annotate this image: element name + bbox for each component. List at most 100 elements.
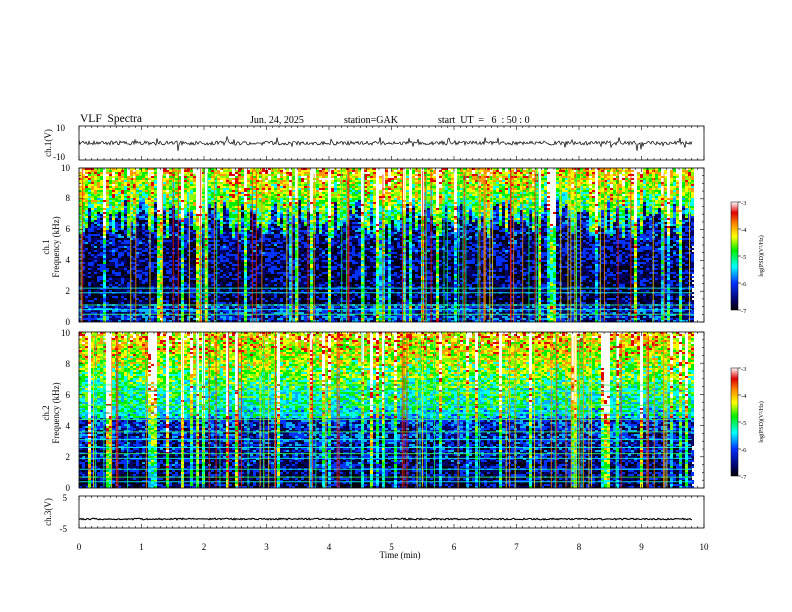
spectrogram-cell (268, 266, 271, 268)
spectrogram-cell (241, 172, 244, 174)
spectrogram-cell (304, 298, 307, 300)
spectrogram-cell (223, 248, 226, 250)
spectrogram-cell (106, 200, 109, 202)
spectrogram-cell (217, 208, 220, 210)
spectrogram-cell (100, 318, 103, 320)
spectrogram-cell (136, 194, 139, 196)
spectrogram-cell (151, 316, 154, 318)
spectrogram-cell (247, 310, 250, 312)
spectrogram-cell (175, 216, 178, 218)
spectrogram-cell (163, 230, 166, 232)
spectrogram-cell (154, 284, 157, 286)
spectrogram-cell (226, 178, 229, 180)
spectrogram-cell (184, 274, 187, 276)
spectrogram-cell (121, 306, 124, 308)
spectrogram-cell (223, 316, 226, 318)
spectrogram-cell (169, 268, 172, 270)
spectrogram-cell (310, 200, 313, 202)
spectrogram-cell (163, 242, 166, 244)
spectrogram-cell (277, 220, 280, 222)
spectrogram-cell (184, 222, 187, 224)
spectrogram-cell (115, 248, 118, 250)
spectrogram-cell (118, 272, 121, 274)
spectrogram-cell (244, 196, 247, 198)
spectrogram-cell (175, 236, 178, 238)
spectrogram-cell (232, 230, 235, 232)
spectrogram-cell (220, 204, 223, 206)
spectrogram-cell (277, 278, 280, 280)
spectrogram-cell (118, 240, 121, 242)
spectrogram-cell (103, 196, 106, 198)
spectrogram-cell (190, 224, 193, 226)
spectrogram-cell (151, 306, 154, 308)
spectrogram-cell (169, 278, 172, 280)
spectrogram-cell (175, 226, 178, 228)
spectrogram-cell (88, 234, 91, 236)
spectrogram-cell (100, 254, 103, 256)
spectrogram-cell (175, 316, 178, 318)
spectrogram-cell (253, 190, 256, 192)
spectrogram-cell (220, 180, 223, 182)
spectrogram-cell (280, 190, 283, 192)
spectrogram-cell (217, 310, 220, 312)
spectrogram-cell (298, 280, 301, 282)
spectrogram-cell (106, 230, 109, 232)
spectrogram-cell (289, 208, 292, 210)
spectrogram-cell (253, 316, 256, 318)
spectrogram-cell (211, 228, 214, 230)
spectrogram-cell (142, 296, 145, 298)
spectrogram-cell (121, 250, 124, 252)
spectrogram-cell (97, 222, 100, 224)
spectrogram-cell (265, 182, 268, 184)
spectrogram-cell (112, 252, 115, 254)
spectrogram-cell (304, 246, 307, 248)
spectrogram-cell (211, 260, 214, 262)
spectrogram-cell (151, 302, 154, 304)
spectrogram-cell (103, 242, 106, 244)
spectrogram-cell (169, 290, 172, 292)
spectrogram-cell (103, 234, 106, 236)
spectrogram-cell (265, 310, 268, 312)
spectrogram-cell (154, 296, 157, 298)
spectrogram-cell (262, 226, 265, 228)
spectrogram-cell (163, 204, 166, 206)
spectrogram-cell (208, 244, 211, 246)
spectrogram-cell (280, 174, 283, 176)
spectrogram-cell (115, 262, 118, 264)
spectrogram-cell (193, 232, 196, 234)
spectrogram-cell (208, 218, 211, 220)
spectrogram-cell (211, 222, 214, 224)
spectrogram-cell (181, 192, 184, 194)
spectrogram-cell (106, 250, 109, 252)
spectrogram-cell (142, 232, 145, 234)
spectrogram-cell (223, 238, 226, 240)
spectrogram-cell (112, 182, 115, 184)
spectrogram-cell (223, 190, 226, 192)
spectrogram-cell (253, 206, 256, 208)
spectrogram-cell (223, 298, 226, 300)
spectrogram-cell (268, 200, 271, 202)
spectrogram-cell (121, 296, 124, 298)
spectrogram-cell (142, 170, 145, 172)
spectrogram-cell (142, 206, 145, 208)
spectrogram-cell (109, 254, 112, 256)
spectrogram-cell (217, 276, 220, 278)
spectrogram-cell (175, 172, 178, 174)
spectrogram-cell (226, 182, 229, 184)
spectrogram-cell (262, 268, 265, 270)
spectrogram-cell (235, 218, 238, 220)
spectrogram-cell (121, 278, 124, 280)
spectrogram-cell (115, 290, 118, 292)
spectrogram-cell (283, 244, 286, 246)
spectrogram-cell (271, 262, 274, 264)
spectrogram-cell (106, 198, 109, 200)
spectrogram-cell (241, 302, 244, 304)
spectrogram-cell (136, 174, 139, 176)
spectrogram-cell (127, 170, 130, 172)
spectrogram-cell (274, 172, 277, 174)
spectrogram-cell (151, 268, 154, 270)
spectrogram-cell (229, 198, 232, 200)
spectrogram-cell (175, 232, 178, 234)
spectrogram-cell (262, 208, 265, 210)
spectrogram-cell (109, 214, 112, 216)
